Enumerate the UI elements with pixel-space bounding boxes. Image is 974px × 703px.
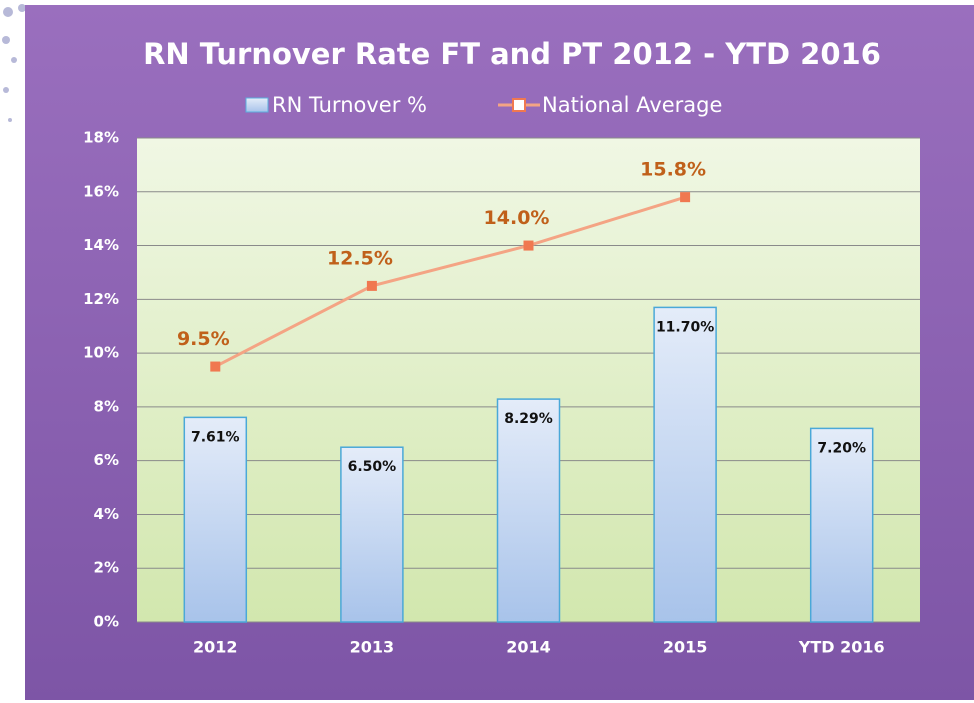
line-marker <box>366 280 377 291</box>
bar <box>340 446 404 623</box>
line-marker <box>210 361 221 372</box>
line <box>214 195 686 368</box>
bar <box>183 416 248 623</box>
x-tick-label: YTD 2016 <box>798 638 885 657</box>
x-tick-label: 2012 <box>193 638 238 657</box>
legend-label: RN Turnover % <box>272 93 427 117</box>
bar <box>809 427 874 623</box>
data-label: 15.8% <box>640 159 706 181</box>
data-label: 14.0% <box>484 207 550 229</box>
y-tick-label: 16% <box>83 182 119 200</box>
data-label: 6.50% <box>348 459 397 475</box>
data-label: 7.20% <box>817 440 866 456</box>
legend-label: National Average <box>542 93 722 117</box>
line-marker <box>523 240 534 251</box>
y-tick-label: 2% <box>94 559 119 577</box>
data-label: 7.61% <box>191 429 240 445</box>
y-tick-label: 12% <box>83 290 119 308</box>
data-label: 9.5% <box>177 328 230 350</box>
y-tick-label: 6% <box>94 451 119 469</box>
y-tick-label: 4% <box>94 505 119 523</box>
y-tick-label: 10% <box>83 344 119 362</box>
data-label: 8.29% <box>504 411 553 427</box>
x-tick-label: 2014 <box>506 638 551 657</box>
y-tick-label: 8% <box>94 397 119 415</box>
bar <box>496 398 561 623</box>
data-label: 11.70% <box>656 319 714 335</box>
decoration <box>2 4 26 122</box>
line-marker <box>680 192 691 203</box>
legend-swatch <box>245 97 269 113</box>
data-label: 12.5% <box>327 247 393 269</box>
x-tick-label: 2013 <box>350 638 395 657</box>
y-tick-label: 18% <box>83 129 119 147</box>
bar <box>653 306 717 623</box>
y-tick-label: 14% <box>83 236 119 254</box>
y-tick-label: 0% <box>94 613 119 631</box>
x-tick-label: 2015 <box>663 638 708 657</box>
legend-marker <box>512 98 526 112</box>
chart-title: RN Turnover Rate FT and PT 2012 - YTD 20… <box>143 37 881 71</box>
legend: RN Turnover % National Average <box>245 93 722 117</box>
